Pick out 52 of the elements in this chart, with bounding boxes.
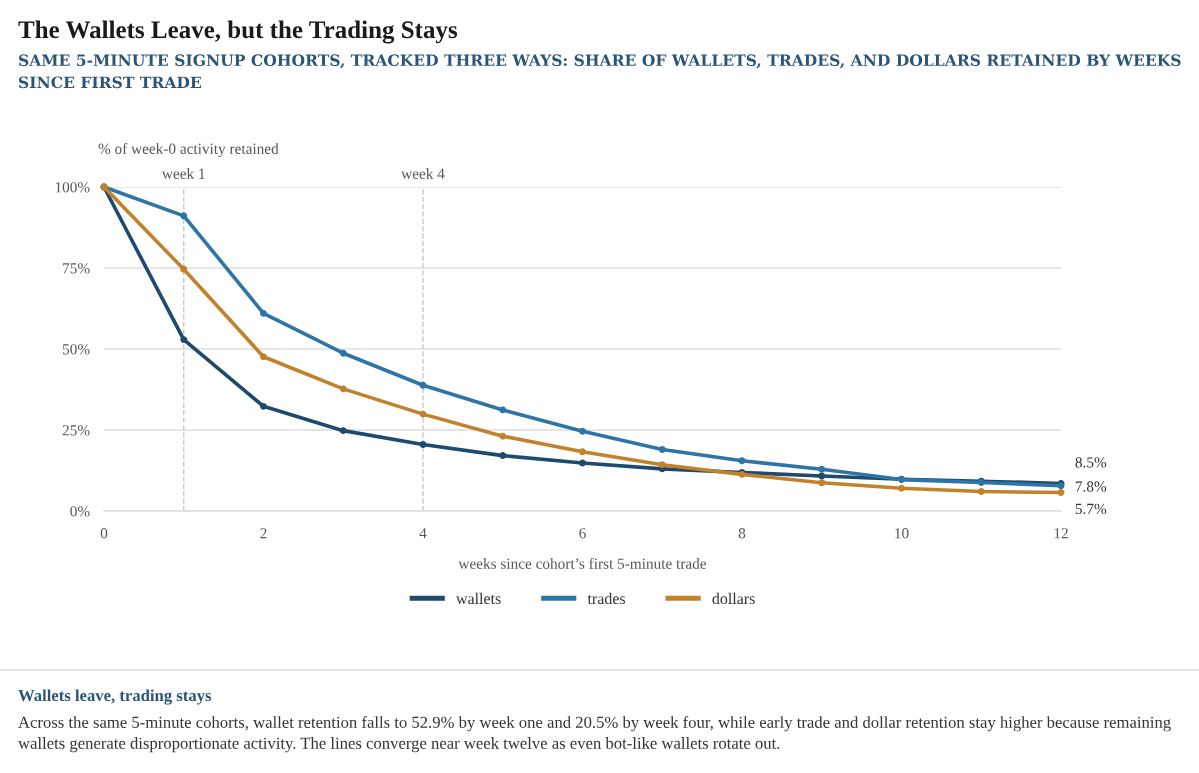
x-axis-title: weeks since cohort’s first 5-minute trade — [458, 557, 707, 569]
x-tick-label: 6 — [579, 528, 586, 539]
x-tick-label: 0 — [100, 528, 108, 539]
data-label: 7.8% — [1075, 481, 1107, 492]
point — [339, 427, 347, 435]
legend-label: wallets — [456, 592, 501, 605]
chart-subtitle: SAME 5-MINUTE SIGNUP COHORTS, TRACKED THREE WAYS: SHARE OF WALLETS, TRADES, AND DOLLARS RETAINED BY WEEKS SINCE FIRST TRADE — [19, 54, 1181, 89]
y-tick-label: 75% — [63, 263, 90, 274]
point — [180, 336, 188, 344]
point — [898, 484, 905, 492]
point — [339, 349, 347, 357]
point — [579, 427, 586, 435]
point — [419, 441, 427, 449]
point — [818, 472, 826, 480]
point — [260, 353, 267, 361]
point — [499, 432, 507, 440]
text: Across the same 5-minute cohorts, wallet retention falls to 52.9% by week one and 20.5% by week four, while early trade and dollar retention stay higher because remaining wallets generate disproportionate activity. The lines converge near week twelve as even bot-like wallets rotate out. — [18, 716, 1171, 753]
point — [499, 452, 507, 460]
data-label: 5.7% — [1075, 503, 1107, 515]
point — [658, 445, 666, 453]
y-tick-label: 0% — [70, 506, 90, 517]
point — [579, 459, 586, 467]
y-tick-label: 50% — [63, 344, 90, 355]
point — [1057, 489, 1065, 496]
point — [260, 402, 267, 410]
x-tick-label: 12 — [1054, 528, 1068, 539]
point — [818, 465, 826, 473]
y-axis-title: % of week-0 activity retained — [98, 142, 279, 158]
x-tick-label: 4 — [419, 528, 427, 539]
chart-title: The Wallets Leave, but the Trading Stays — [18, 20, 458, 44]
data-label: 8.5% — [1075, 457, 1107, 468]
point — [579, 448, 586, 456]
ref-line-label: week 4 — [401, 168, 445, 179]
point — [499, 406, 507, 414]
point — [738, 457, 746, 465]
point — [339, 385, 347, 393]
ref-line-label: week 1 — [161, 168, 205, 179]
x-tick-label: 10 — [895, 528, 909, 539]
text: Wallets leave, trading stays — [18, 689, 212, 705]
point — [818, 479, 826, 487]
point — [180, 212, 188, 220]
y-tick-label: 100% — [55, 182, 90, 193]
legend-label: trades — [587, 592, 626, 605]
legend-label: dollars — [712, 592, 755, 605]
x-tick-label: 2 — [260, 528, 267, 539]
x-tick-label: 8 — [738, 528, 746, 539]
point — [419, 381, 427, 389]
y-tick-label: 25% — [62, 425, 90, 436]
point — [658, 461, 666, 469]
point — [260, 309, 267, 317]
point — [977, 488, 985, 496]
point — [180, 265, 188, 273]
